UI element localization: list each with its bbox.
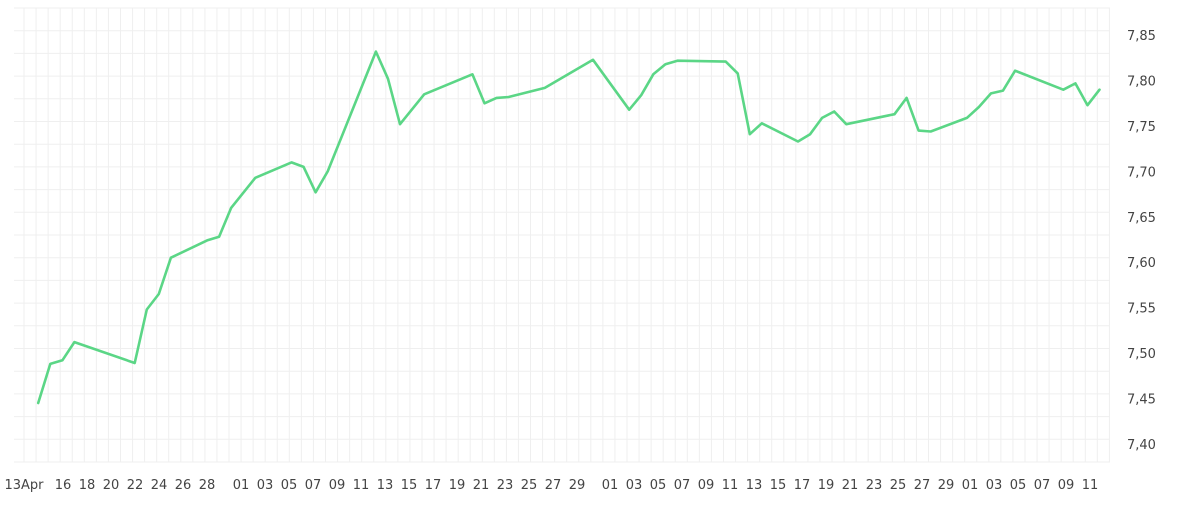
gridlines	[14, 7, 1110, 463]
x-tick-label: 07	[1034, 478, 1051, 493]
x-tick-label: 27	[914, 478, 931, 493]
y-tick-label: 7,55	[1127, 302, 1156, 317]
x-tick-label: 17	[425, 478, 442, 493]
x-tick-label: 01	[233, 478, 250, 493]
x-tick-label: 07	[305, 478, 322, 493]
x-tick-label: 17	[794, 478, 811, 493]
x-tick-label: 05	[281, 478, 298, 493]
x-tick-label: 19	[818, 478, 835, 493]
x-tick-label: 22	[127, 478, 144, 493]
y-tick-label: 7,60	[1127, 256, 1156, 271]
x-tick-label: 24	[151, 478, 168, 493]
x-tick-label: 23	[497, 478, 514, 493]
x-tick-label: 25	[890, 478, 907, 493]
x-tick-label: 23	[866, 478, 883, 493]
x-tick-label: 13	[746, 478, 763, 493]
x-tick-label: 03	[257, 478, 274, 493]
y-tick-label: 7,50	[1127, 347, 1156, 362]
x-tick-label: 09	[698, 478, 715, 493]
x-tick-label: 13Apr	[4, 478, 44, 493]
y-tick-label: 7,80	[1127, 75, 1156, 90]
x-tick-label: 27	[545, 478, 562, 493]
y-tick-label: 7,70	[1127, 165, 1156, 180]
y-tick-label: 7,75	[1127, 120, 1156, 135]
x-tick-label: 01	[962, 478, 979, 493]
y-axis-ticks: 7,40 7,45 7,50 7,55 7,60 7,65 7,70 7,75 7,80 7,85	[1127, 29, 1156, 453]
x-tick-label: 09	[329, 478, 346, 493]
x-tick-label: 11	[722, 478, 739, 493]
x-tick-label: 11	[353, 478, 370, 493]
y-tick-label: 7,45	[1127, 392, 1156, 407]
x-tick-label: 28	[199, 478, 216, 493]
y-tick-label: 7,40	[1127, 438, 1156, 453]
x-tick-label: 29	[569, 478, 586, 493]
x-tick-label: 25	[521, 478, 538, 493]
y-tick-label: 7,65	[1127, 211, 1156, 226]
x-tick-label: 13	[377, 478, 394, 493]
x-tick-label: 15	[401, 478, 418, 493]
x-tick-label: 07	[674, 478, 691, 493]
series-line	[36, 50, 1101, 405]
x-tick-label: 18	[79, 478, 96, 493]
x-tick-label: 19	[449, 478, 466, 493]
x-tick-label: 15	[770, 478, 787, 493]
x-tick-label: 11	[1082, 478, 1099, 493]
y-tick-label: 7,85	[1127, 29, 1156, 44]
x-tick-label: 26	[175, 478, 192, 493]
x-tick-label: 21	[473, 478, 490, 493]
x-tick-label: 09	[1058, 478, 1075, 493]
x-tick-label: 03	[626, 478, 643, 493]
x-tick-label: 16	[55, 478, 72, 493]
x-tick-label: 01	[602, 478, 619, 493]
x-tick-label: 03	[986, 478, 1003, 493]
series-layer	[36, 50, 1101, 405]
x-tick-label: 29	[938, 478, 955, 493]
x-tick-label: 05	[1010, 478, 1027, 493]
x-axis-ticks: 13Apr 16 18 20 22 24 26 28 01 03 05 07 09 11 13 15 17 19 2…	[4, 478, 1098, 493]
x-tick-label: 05	[650, 478, 667, 493]
x-tick-label: 20	[103, 478, 120, 493]
x-tick-label: 21	[842, 478, 859, 493]
